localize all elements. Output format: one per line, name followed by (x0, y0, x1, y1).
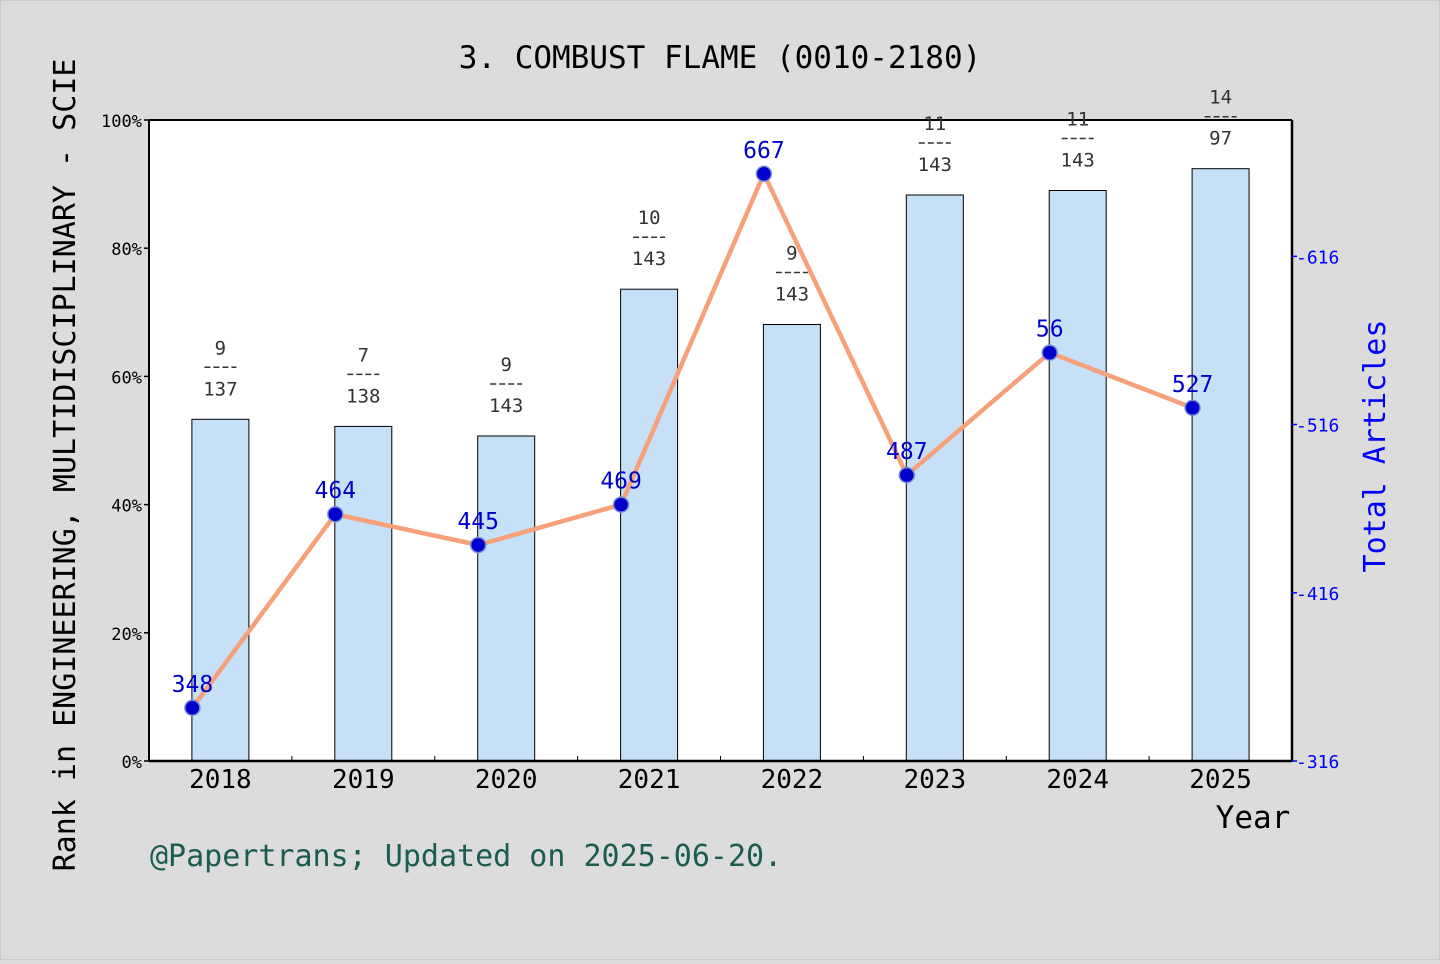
y2-tick-label-3: -616 (1296, 247, 1339, 268)
y-tick-label-3: 60% (111, 368, 142, 388)
line-value-label-2025: 527 (1172, 372, 1214, 398)
line-segment-2020 (475, 502, 624, 548)
rank-label-2018: 9 (215, 337, 226, 359)
y-axis-title: Rank in ENGINEERING, MULTIDISCIPLINARY -… (48, 59, 83, 872)
line-point-2020 (469, 536, 487, 554)
plot-area (149, 120, 1292, 761)
line-point-2023 (898, 466, 916, 484)
chart-title: 3. COMBUST FLAME (0010-2180) (459, 40, 982, 76)
line-point-2024 (1041, 344, 1058, 361)
bar-2018 (191, 418, 250, 762)
rank-label-2020: 9 (500, 354, 511, 376)
bar-2021 (620, 288, 679, 762)
line-point-2019 (327, 505, 344, 523)
total-label-2022: 143 (775, 284, 809, 306)
x-tick-label-2025: 2025 (1189, 765, 1252, 795)
y-tick-label-2: 40% (111, 497, 142, 517)
line-point-2025 (1184, 399, 1201, 417)
line-segment-2023 (904, 350, 1052, 478)
y-tick-label-5: 100% (101, 112, 142, 132)
line-segment-2019 (333, 511, 481, 548)
y-tick-label-4: 80% (111, 240, 142, 260)
labels-layer: 9 137 7 138 9 143 10 143 9 143 11 143 11 143 14 97 348 46… (101, 87, 1339, 795)
bar-2019 (334, 425, 393, 762)
line-point-2021 (612, 496, 630, 513)
rank-label-2021: 10 (638, 207, 661, 229)
line-value-label-2021: 469 (600, 469, 642, 495)
line-point-2022 (755, 165, 773, 183)
total-label-2025: 97 (1209, 128, 1232, 150)
y-tick-label-1: 20% (111, 625, 142, 645)
y2-tick-label-1: -416 (1296, 584, 1339, 605)
axes-layer (144, 119, 1297, 763)
bars-layer (191, 168, 1250, 762)
total-label-2024: 143 (1061, 150, 1095, 172)
bar-2024 (1048, 190, 1107, 762)
line-value-label-2018: 348 (172, 672, 214, 698)
y-tick-label-0: 0% (122, 753, 142, 773)
total-label-2023: 143 (918, 154, 952, 176)
line-layer (184, 165, 1201, 717)
rank-label-2025: 14 (1209, 87, 1232, 109)
bar-2025 (1191, 168, 1250, 762)
line-segment-2021 (618, 171, 767, 507)
rank-label-2024: 11 (1066, 109, 1089, 131)
y2-tick-label-0: -316 (1296, 752, 1339, 773)
y2-axis-title: Total Articles (1358, 320, 1393, 573)
total-label-2018: 137 (203, 378, 237, 400)
total-label-2020: 143 (489, 395, 523, 417)
x-tick-label-2018: 2018 (189, 765, 252, 795)
line-value-label-2020: 445 (457, 509, 499, 535)
line-segment-2018 (190, 511, 338, 711)
line-point-2018 (184, 699, 201, 717)
line-value-label-2023: 487 (886, 439, 928, 465)
line-value-label-2024: 56 (1036, 317, 1064, 343)
footer-note: @Papertrans; Updated on 2025-06-20. (150, 839, 782, 874)
x-tick-label-2019: 2019 (332, 765, 395, 795)
x-tick-label-2023: 2023 (903, 765, 966, 795)
x-tick-label-2020: 2020 (475, 765, 538, 795)
bar-2023 (905, 194, 964, 762)
total-label-2021: 143 (632, 248, 666, 270)
line-value-label-2019: 464 (315, 478, 357, 504)
x-tick-label-2022: 2022 (761, 765, 824, 795)
x-axis-title: Year (1216, 800, 1291, 836)
x-tick-label-2021: 2021 (618, 765, 681, 795)
rank-label-2019: 7 (358, 344, 369, 366)
bar-2020 (477, 435, 536, 762)
total-label-2019: 138 (346, 385, 380, 407)
y2-tick-label-2: -516 (1296, 416, 1339, 437)
line-segment-2022 (761, 171, 910, 478)
bar-2022 (762, 324, 821, 762)
rank-label-2022: 9 (786, 243, 797, 265)
line-segment-2024 (1047, 350, 1195, 411)
line-value-label-2022: 667 (743, 138, 785, 164)
rank-label-2023: 11 (923, 113, 946, 135)
x-tick-label-2024: 2024 (1046, 765, 1109, 795)
